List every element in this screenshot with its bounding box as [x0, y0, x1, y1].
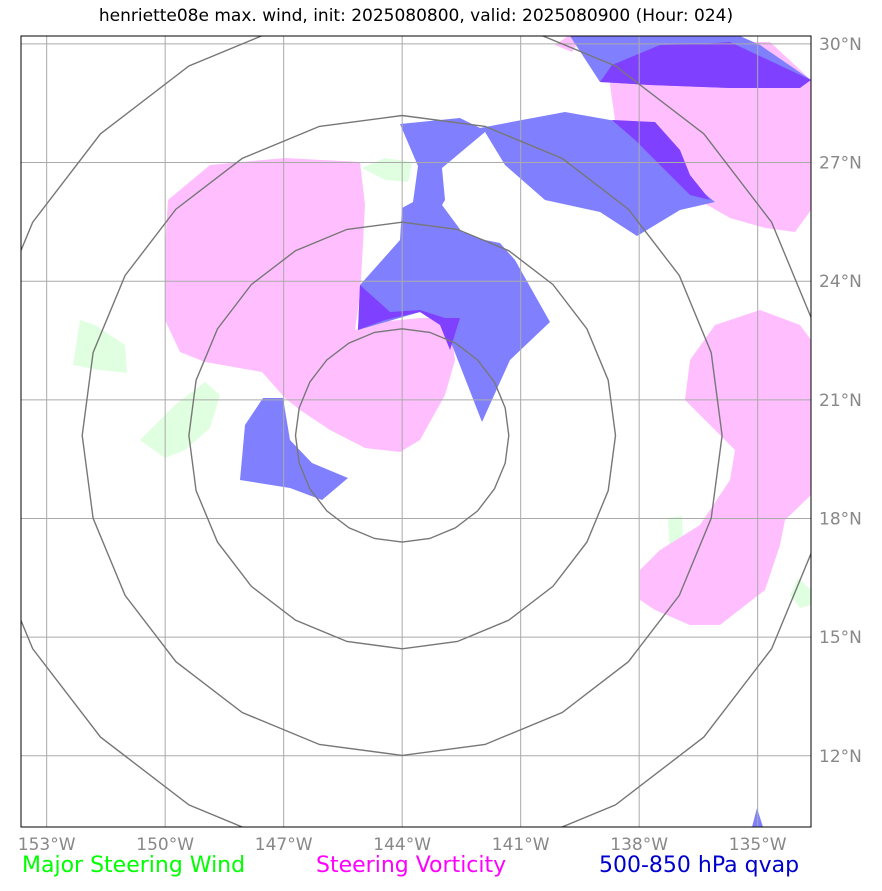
- longitude-tick-label: 138°W: [610, 835, 668, 855]
- longitude-tick-label: 150°W: [136, 835, 194, 855]
- vorticity-patch: [610, 42, 811, 232]
- longitude-tick-label: 144°W: [373, 835, 431, 855]
- latitude-tick-label: 30°N: [819, 35, 862, 55]
- plot-frame: [20, 35, 812, 828]
- legend-wind: Major Steering Wind: [22, 853, 246, 878]
- vorticity-patch: [640, 310, 811, 625]
- latitude-tick-label: 12°N: [819, 747, 862, 767]
- latitude-tick-label: 27°N: [819, 154, 862, 174]
- range-ring: [294, 328, 510, 543]
- range-ring: [21, 36, 811, 827]
- range-rings: [21, 36, 811, 827]
- overlap-patch: [600, 42, 811, 88]
- steering-vorticity-layer: [165, 36, 811, 625]
- legend-vorticity: Steering Vorticity: [316, 853, 507, 878]
- legend-qvap: 500-850 hPa qvap: [599, 853, 800, 878]
- qvap-patch: [358, 112, 715, 422]
- overlap-layer: [358, 42, 811, 350]
- longitude-tick-label: 153°W: [18, 835, 76, 855]
- wind-patch: [73, 320, 127, 373]
- latitude-tick-label: 21°N: [819, 391, 862, 411]
- latitude-tick-label: 15°N: [819, 628, 862, 648]
- longitude-tick-label: 135°W: [729, 835, 787, 855]
- overlap-patch: [612, 120, 710, 200]
- longitude-tick-label: 147°W: [255, 835, 313, 855]
- field-layers: [73, 36, 811, 827]
- graticule: [21, 36, 811, 827]
- qvap-patch: [240, 398, 348, 500]
- map-title: henriette08e max. wind, init: 2025080800…: [98, 6, 734, 26]
- overlap-patch: [358, 285, 460, 350]
- wind-patch: [362, 158, 412, 182]
- vorticity-patch: [165, 158, 455, 452]
- latitude-tick-label: 18°N: [819, 510, 862, 530]
- latitude-tick-label: 24°N: [819, 272, 862, 292]
- range-ring: [81, 114, 723, 757]
- longitude-tick-label: 141°W: [492, 835, 550, 855]
- wind-patch: [140, 382, 220, 458]
- axis-tick-labels: 153°W 150°W 147°W 144°W 141°W 138°W 135°W 30°N 2…: [18, 35, 862, 855]
- wind-patch: [790, 578, 811, 608]
- range-ring: [188, 221, 617, 650]
